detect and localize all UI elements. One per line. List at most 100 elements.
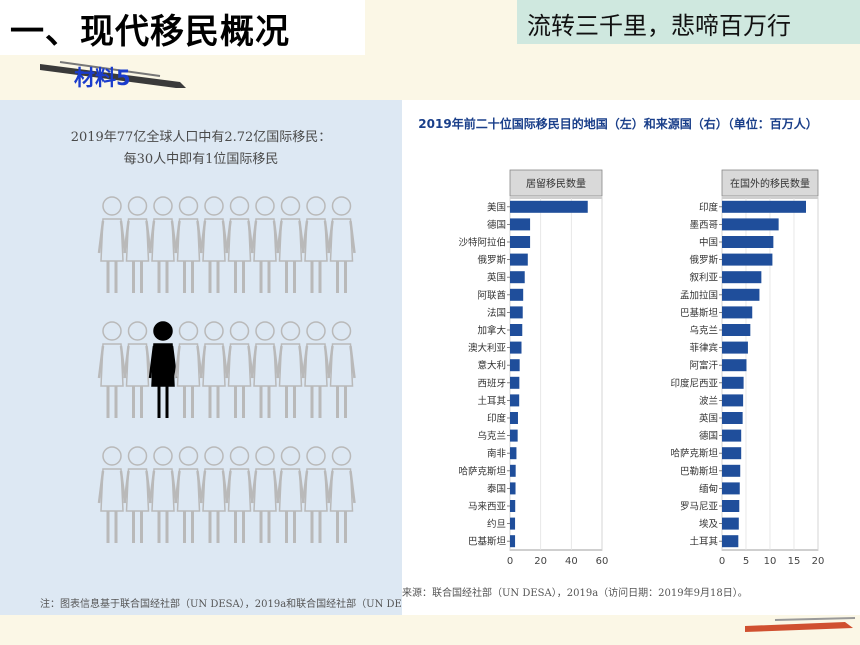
infographic-heading-line1: 2019年77亿全球人口中有2.72亿国际移民： [70,130,332,145]
bar-origin [722,376,744,389]
bar-origin [722,271,762,284]
category-label-destination: 俄罗斯 [477,254,506,266]
category-label-origin: 阿富汗 [689,360,718,372]
category-label-origin: 叙利亚 [689,272,718,284]
category-label-destination: 乌克兰 [477,430,506,442]
category-label-destination: 加拿大 [477,325,506,337]
bar-destination [510,218,531,231]
bar-destination [510,288,524,301]
bar-destination [510,500,516,512]
person-figure-icon [123,321,152,418]
category-label-destination: 泰国 [487,483,506,495]
bar-destination [510,271,525,284]
bar-destination [510,482,516,495]
category-label-origin: 巴基斯坦 [680,307,719,319]
infographic-heading-line2: 每30人中即有1位国际移民 [123,152,279,167]
x-tick-label-origin: 15 [788,556,801,567]
bar-origin [722,341,748,354]
category-label-destination: 巴基斯坦 [468,536,507,548]
x-tick-label-origin: 0 [719,556,725,567]
bar-destination [510,429,518,442]
category-label-origin: 埃及 [699,518,719,530]
category-label-origin: 英国 [699,413,718,425]
bar-destination [510,376,520,389]
category-label-destination: 马来西亚 [468,502,507,513]
person-figure-icon [276,321,305,418]
bar-origin [722,306,753,319]
x-tick-label-destination: 0 [507,556,513,567]
title-box: 一、现代移民概况 [0,0,365,55]
material-label: 材料5 [74,66,131,90]
x-tick-label-destination: 20 [534,556,547,567]
category-label-origin: 菲律宾 [689,342,718,354]
bar-destination [510,324,523,336]
bar-origin [722,500,740,512]
person-figure-icon [250,321,280,418]
x-tick-label-origin: 20 [812,556,825,567]
source-note: 来源：联合国经社部（UN DESA），2019a（访问日期：2019年9月18日… [402,588,748,599]
category-label-destination: 英国 [487,272,506,284]
category-label-origin: 波兰 [699,395,718,407]
migrant-bar-charts: 2019年前二十位国际移民目的地国（左）和来源国（右）（单位：百万人） 居留移民… [418,116,825,567]
person-figure-icon [199,321,229,418]
bar-origin [722,464,741,477]
person-figure-icon [174,446,203,543]
person-figure-icon [97,446,127,543]
person-figure-icon [123,446,152,543]
person-figure-icon [199,196,229,293]
category-label-destination: 印度 [487,413,507,425]
category-label-origin: 墨西哥 [689,220,718,231]
person-figure-icon [174,321,203,418]
bar-origin [722,218,779,231]
bar-origin [722,447,742,460]
bar-destination [510,359,520,372]
category-label-destination: 西班牙 [477,377,506,389]
bar-origin [722,200,806,213]
decorative-pen-corner [745,617,856,632]
x-tick-label-origin: 5 [743,556,749,567]
bar-origin [722,394,744,407]
bar-origin [722,359,747,372]
person-figure-icon [327,446,356,543]
bar-origin [722,288,760,301]
person-figure-icon [250,446,280,543]
category-label-origin: 印度 [699,201,719,213]
person-figure-icon [97,196,127,293]
category-label-destination: 约旦 [487,518,506,530]
bar-origin [722,429,742,442]
infographic-panel: 2019年77亿全球人口中有2.72亿国际移民： 每30人中即有1位国际移民 [0,100,402,615]
person-figure-icon [123,196,152,293]
category-label-destination: 阿联酋 [477,289,506,301]
bar-origin [722,324,751,336]
category-label-origin: 缅甸 [699,483,718,495]
category-label-origin: 土耳其 [689,536,718,548]
category-label-origin: 俄罗斯 [689,254,718,266]
person-figure-icon [327,196,356,293]
bar-destination [510,394,520,407]
bar-destination [510,517,516,530]
category-label-destination: 南非 [487,448,507,460]
bar-origin [722,535,739,548]
person-figure-icon [97,321,127,418]
bar-origin [722,236,774,248]
panel-label-destination: 居留移民数量 [526,177,586,190]
bar-destination [510,412,518,424]
panel-label-origin: 在国外的移民数量 [730,177,810,190]
panel-header-destination [509,169,603,197]
person-figure-icon [276,196,305,293]
panel-header-origin [721,169,819,197]
bar-origin [722,253,773,266]
bar-destination [510,200,588,213]
person-figure-icon [174,196,203,293]
bar-destination [510,535,516,548]
person-figure-icon [327,321,356,418]
bar-destination [510,306,523,319]
category-label-destination: 德国 [487,219,506,231]
subtitle-box: 流转三千里，悲啼百万行 [517,0,860,44]
category-label-origin: 孟加拉国 [680,289,718,301]
category-label-origin: 中国 [699,237,718,249]
category-label-origin: 罗马尼亚 [680,502,719,513]
bar-destination [510,464,516,477]
person-figure-icon [148,196,178,293]
x-tick-label-destination: 40 [565,556,578,567]
